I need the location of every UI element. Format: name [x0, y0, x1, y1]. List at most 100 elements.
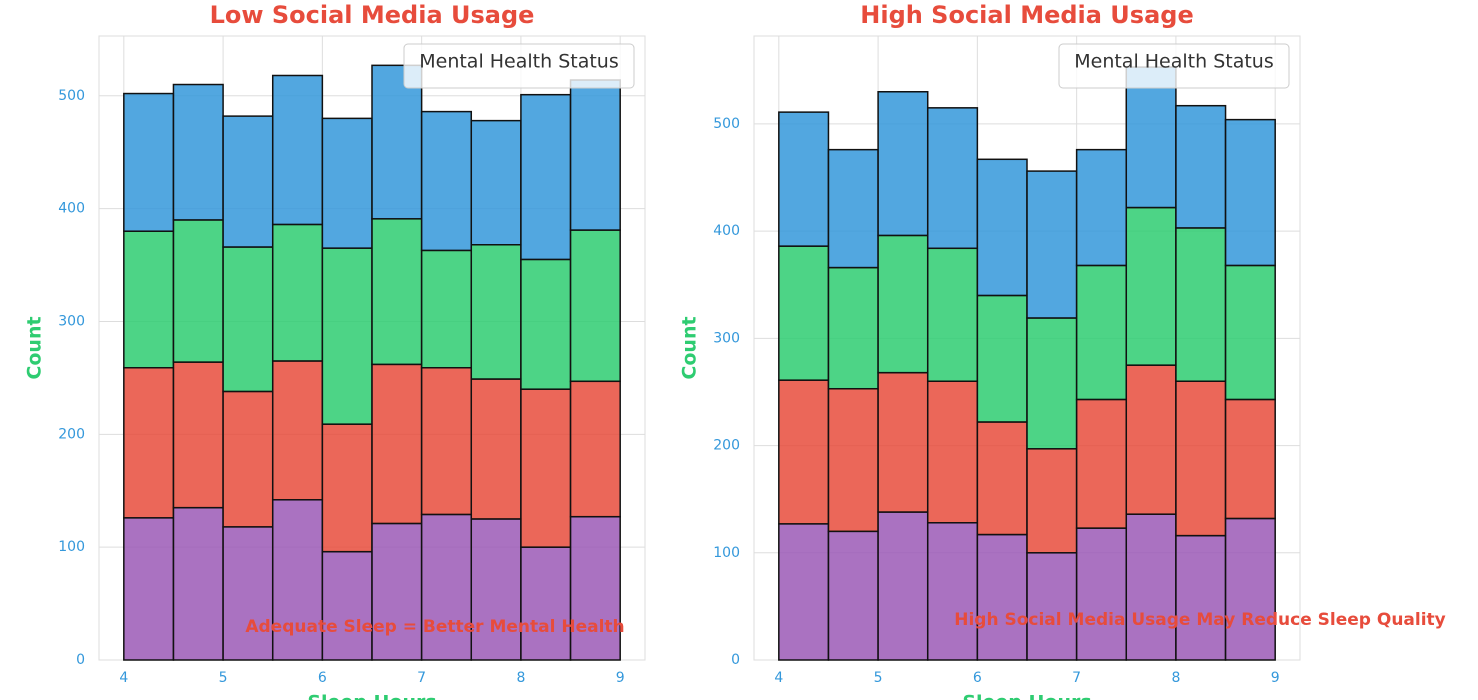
bar-segment [778, 111, 830, 247]
bar-segment [1075, 148, 1128, 267]
bar-segment [470, 378, 522, 520]
bar-segment [1075, 264, 1128, 401]
annotation: Adequate Sleep = Better Mental Health [245, 617, 624, 637]
bar-segment [321, 117, 373, 249]
bar-segment [569, 380, 621, 518]
y-tick-label: 200 [713, 438, 740, 454]
bar-segment [1175, 227, 1227, 382]
chart-title: High Social Media Usage [860, 1, 1193, 29]
bar-segment [420, 366, 473, 516]
bar-segment [1075, 398, 1128, 529]
bar-segment [926, 380, 979, 524]
bar-segment [1026, 317, 1078, 450]
bar-segment [222, 390, 274, 528]
bar-segment [1125, 513, 1177, 661]
bar-segment [371, 363, 423, 525]
bar-segment [520, 388, 572, 548]
bar-segment [222, 526, 274, 661]
legend-box [403, 43, 635, 89]
y-tick-label: 200 [58, 426, 85, 442]
bar-segment [827, 148, 879, 269]
bar-segment [778, 379, 830, 525]
bar-segment [371, 64, 423, 220]
bar-segment [1026, 170, 1078, 319]
bar-segment [1224, 398, 1276, 520]
bar-segment [420, 513, 473, 661]
x-axis-label: Sleep Hours [962, 692, 1091, 700]
y-axis-label: Count [24, 316, 46, 379]
bar-segment [123, 92, 175, 232]
bar-segment [569, 515, 621, 661]
y-tick-label: 0 [731, 652, 740, 668]
annotation: High Social Media Usage May Reduce Sleep… [954, 610, 1446, 630]
bar-segment [1125, 206, 1177, 366]
y-tick-label: 400 [713, 223, 740, 239]
bar-segment [877, 234, 929, 374]
bar-segment [123, 517, 175, 661]
bar-segment [778, 523, 830, 661]
bar-segment [271, 74, 324, 226]
bar-segment [222, 115, 274, 248]
bar-segment [1075, 527, 1128, 661]
x-tick-label: 8 [516, 670, 525, 686]
y-tick-label: 0 [76, 652, 85, 668]
bar-segment [827, 530, 879, 661]
bar-segment [321, 550, 373, 661]
bar-segment [1026, 552, 1078, 661]
bar-segment [172, 219, 224, 363]
bar-segment [827, 387, 879, 533]
bar-segment [1224, 264, 1276, 401]
bar-segment [569, 79, 621, 231]
bar-segment [520, 93, 572, 261]
bar-segment [470, 518, 522, 661]
bar-segment [271, 223, 324, 362]
bar-segment [1026, 448, 1078, 554]
y-tick-label: 300 [713, 330, 740, 346]
bar-segment [321, 423, 373, 553]
bar-segment [470, 119, 522, 246]
bar-segment [926, 522, 979, 661]
x-tick-label: 4 [774, 670, 783, 686]
bar-segment [123, 230, 175, 369]
bar-segment [371, 522, 423, 661]
bar-segment [1175, 380, 1227, 537]
bar-segment [1125, 364, 1177, 515]
bar-segment [420, 249, 473, 369]
bar-segment [778, 245, 830, 381]
bar-segment [877, 371, 929, 513]
bar-segment [926, 247, 979, 382]
bar-segment [172, 83, 224, 221]
bar-segment [470, 244, 522, 380]
bar-segment [1224, 118, 1276, 267]
x-tick-label: 4 [119, 670, 128, 686]
x-tick-label: 6 [318, 670, 327, 686]
bar-segment [1224, 517, 1276, 661]
x-tick-label: 5 [874, 670, 883, 686]
bar-segment [123, 366, 175, 519]
x-axis-label: Sleep Hours [307, 692, 436, 700]
bar-segment [827, 266, 879, 390]
bar-segment [976, 294, 1028, 423]
y-tick-label: 300 [58, 313, 85, 329]
x-tick-label: 7 [1072, 670, 1081, 686]
y-tick-label: 500 [713, 116, 740, 132]
bar-segment [569, 229, 621, 383]
bar-segment [976, 421, 1028, 536]
y-tick-label: 100 [713, 545, 740, 561]
bar-segment [172, 506, 224, 661]
y-tick-label: 400 [58, 201, 85, 217]
bar-segment [1125, 66, 1177, 209]
legend-title: Mental Health Status [1074, 51, 1274, 73]
x-tick-label: 9 [1271, 670, 1280, 686]
x-tick-label: 8 [1171, 670, 1180, 686]
bar-segment [520, 546, 572, 661]
x-tick-label: 5 [219, 670, 228, 686]
legend-box [1058, 43, 1290, 89]
bar-segment [1175, 534, 1227, 661]
bar-segment [271, 360, 324, 501]
x-tick-label: 6 [973, 670, 982, 686]
bar-segment [371, 218, 423, 366]
bar-segment [420, 110, 473, 252]
bar-segment [877, 91, 929, 237]
